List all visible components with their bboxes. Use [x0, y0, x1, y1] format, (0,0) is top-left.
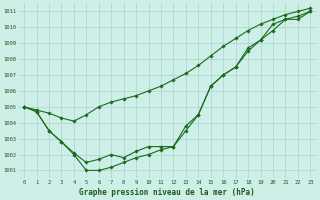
X-axis label: Graphe pression niveau de la mer (hPa): Graphe pression niveau de la mer (hPa)	[79, 188, 255, 197]
